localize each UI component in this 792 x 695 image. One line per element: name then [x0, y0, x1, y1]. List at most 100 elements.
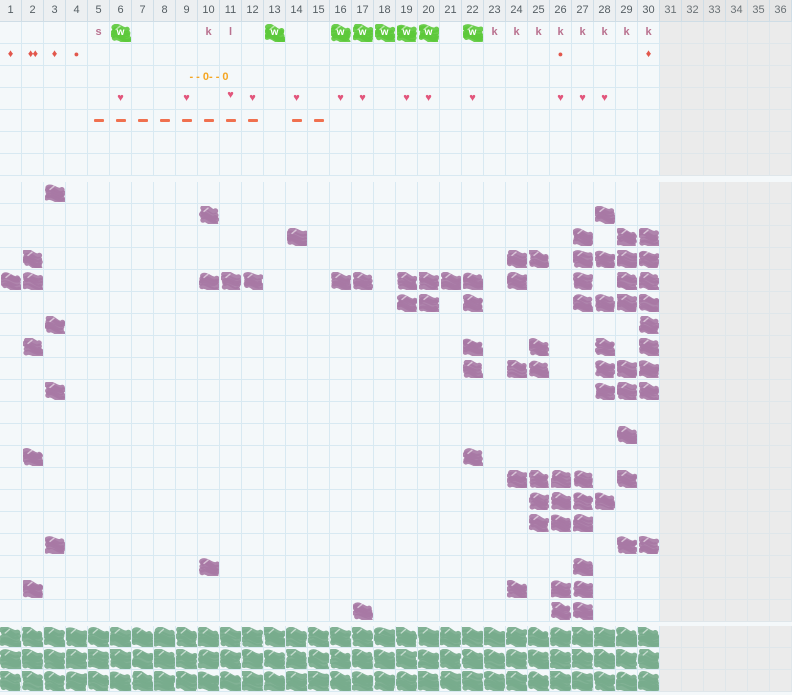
green-scribble-cell[interactable]	[330, 670, 351, 691]
grid-cell[interactable]	[22, 248, 44, 270]
grid-cell[interactable]	[748, 358, 770, 380]
grid-cell[interactable]	[396, 626, 418, 648]
grid-cell[interactable]	[374, 182, 396, 204]
grid-cell[interactable]	[374, 424, 396, 446]
grid-cell[interactable]	[154, 648, 176, 670]
grid-cell[interactable]	[462, 556, 484, 578]
grid-cell[interactable]	[66, 248, 88, 270]
grid-cell[interactable]	[330, 424, 352, 446]
grid-cell[interactable]	[528, 292, 550, 314]
purple-scribble-cell[interactable]	[352, 271, 373, 290]
grid-cell[interactable]	[484, 468, 506, 490]
grid-cell[interactable]	[66, 66, 88, 88]
grid-cell[interactable]	[594, 44, 616, 66]
grid-cell[interactable]	[726, 110, 748, 132]
grid-cell[interactable]	[682, 512, 704, 534]
grid-cell[interactable]	[374, 512, 396, 534]
grid-cell[interactable]	[528, 490, 550, 512]
grid-cell[interactable]	[396, 534, 418, 556]
grid-cell[interactable]	[770, 402, 792, 424]
column-header-32[interactable]: 32	[682, 0, 704, 22]
grid-cell[interactable]	[0, 556, 22, 578]
grid-cell[interactable]	[528, 648, 550, 670]
grid-cell[interactable]	[308, 424, 330, 446]
grid-cell[interactable]	[44, 490, 66, 512]
grid-cell[interactable]	[396, 226, 418, 248]
purple-scribble-cell[interactable]	[572, 271, 593, 290]
grid-cell[interactable]	[308, 226, 330, 248]
grid-cell[interactable]	[242, 626, 264, 648]
grid-cell[interactable]	[44, 314, 66, 336]
grid-cell[interactable]	[0, 446, 22, 468]
grid-cell[interactable]	[374, 534, 396, 556]
grid-cell[interactable]	[682, 402, 704, 424]
grid-cell[interactable]	[638, 648, 660, 670]
purple-scribble-cell[interactable]	[594, 359, 615, 378]
grid-cell[interactable]	[0, 402, 22, 424]
grid-cell[interactable]	[308, 358, 330, 380]
grid-cell[interactable]	[198, 270, 220, 292]
grid-cell[interactable]	[770, 204, 792, 226]
grid-cell[interactable]	[242, 512, 264, 534]
grid-cell[interactable]	[0, 490, 22, 512]
purple-scribble-cell[interactable]	[616, 469, 637, 488]
grid-cell[interactable]	[44, 380, 66, 402]
grid-cell[interactable]	[22, 270, 44, 292]
grid-cell[interactable]	[726, 380, 748, 402]
grid-cell[interactable]	[748, 44, 770, 66]
grid-cell[interactable]	[330, 534, 352, 556]
grid-cell[interactable]	[44, 336, 66, 358]
grid-cell[interactable]	[418, 424, 440, 446]
grid-cell[interactable]	[308, 314, 330, 336]
bottom-fill-band[interactable]	[0, 626, 792, 692]
grid-cell[interactable]	[286, 534, 308, 556]
grid-cell[interactable]	[132, 248, 154, 270]
grid-cell[interactable]	[638, 336, 660, 358]
grid-cell[interactable]	[242, 446, 264, 468]
grid-cell[interactable]	[594, 648, 616, 670]
purple-scribble-cell[interactable]	[550, 491, 571, 510]
grid-cell[interactable]	[308, 490, 330, 512]
grid-cell[interactable]	[550, 226, 572, 248]
grid-cell[interactable]	[704, 154, 726, 176]
grid-cell[interactable]	[682, 534, 704, 556]
grid-cell[interactable]	[418, 132, 440, 154]
grid-cell[interactable]	[660, 358, 682, 380]
grid-cell[interactable]	[176, 292, 198, 314]
grid-cell[interactable]	[638, 600, 660, 622]
grid-cell[interactable]	[616, 648, 638, 670]
grid-cell[interactable]	[308, 66, 330, 88]
grid-cell[interactable]	[440, 402, 462, 424]
grid-cell[interactable]	[748, 626, 770, 648]
grid-cell[interactable]	[726, 600, 748, 622]
grid-cell[interactable]	[66, 648, 88, 670]
purple-scribble-cell[interactable]	[506, 469, 527, 488]
grid-cell[interactable]	[286, 292, 308, 314]
grid-cell[interactable]	[396, 490, 418, 512]
grid-cell[interactable]	[572, 626, 594, 648]
grid-cell[interactable]	[374, 132, 396, 154]
grid-cell[interactable]	[462, 44, 484, 66]
grid-cell[interactable]	[308, 336, 330, 358]
grid-cell[interactable]: w	[330, 22, 352, 44]
grid-cell[interactable]	[110, 204, 132, 226]
grid-cell[interactable]	[308, 182, 330, 204]
green-scribble-cell[interactable]	[22, 626, 43, 647]
grid-cell[interactable]	[374, 204, 396, 226]
grid-cell[interactable]	[242, 292, 264, 314]
green-scribble-cell[interactable]	[110, 626, 131, 647]
grid-cell[interactable]	[374, 110, 396, 132]
grid-cell[interactable]: ♥	[110, 88, 132, 110]
green-scribble-cell[interactable]	[308, 670, 329, 691]
grid-cell[interactable]	[748, 248, 770, 270]
grid-cell[interactable]	[550, 556, 572, 578]
grid-cell[interactable]	[198, 468, 220, 490]
grid-cell[interactable]	[286, 358, 308, 380]
grid-cell[interactable]	[704, 248, 726, 270]
grid-cell[interactable]	[264, 154, 286, 176]
grid-cell[interactable]	[176, 578, 198, 600]
green-scribble-cell[interactable]	[594, 648, 615, 669]
grid-cell[interactable]	[638, 248, 660, 270]
grid-cell[interactable]	[88, 578, 110, 600]
purple-scribble-cell[interactable]	[462, 338, 483, 356]
